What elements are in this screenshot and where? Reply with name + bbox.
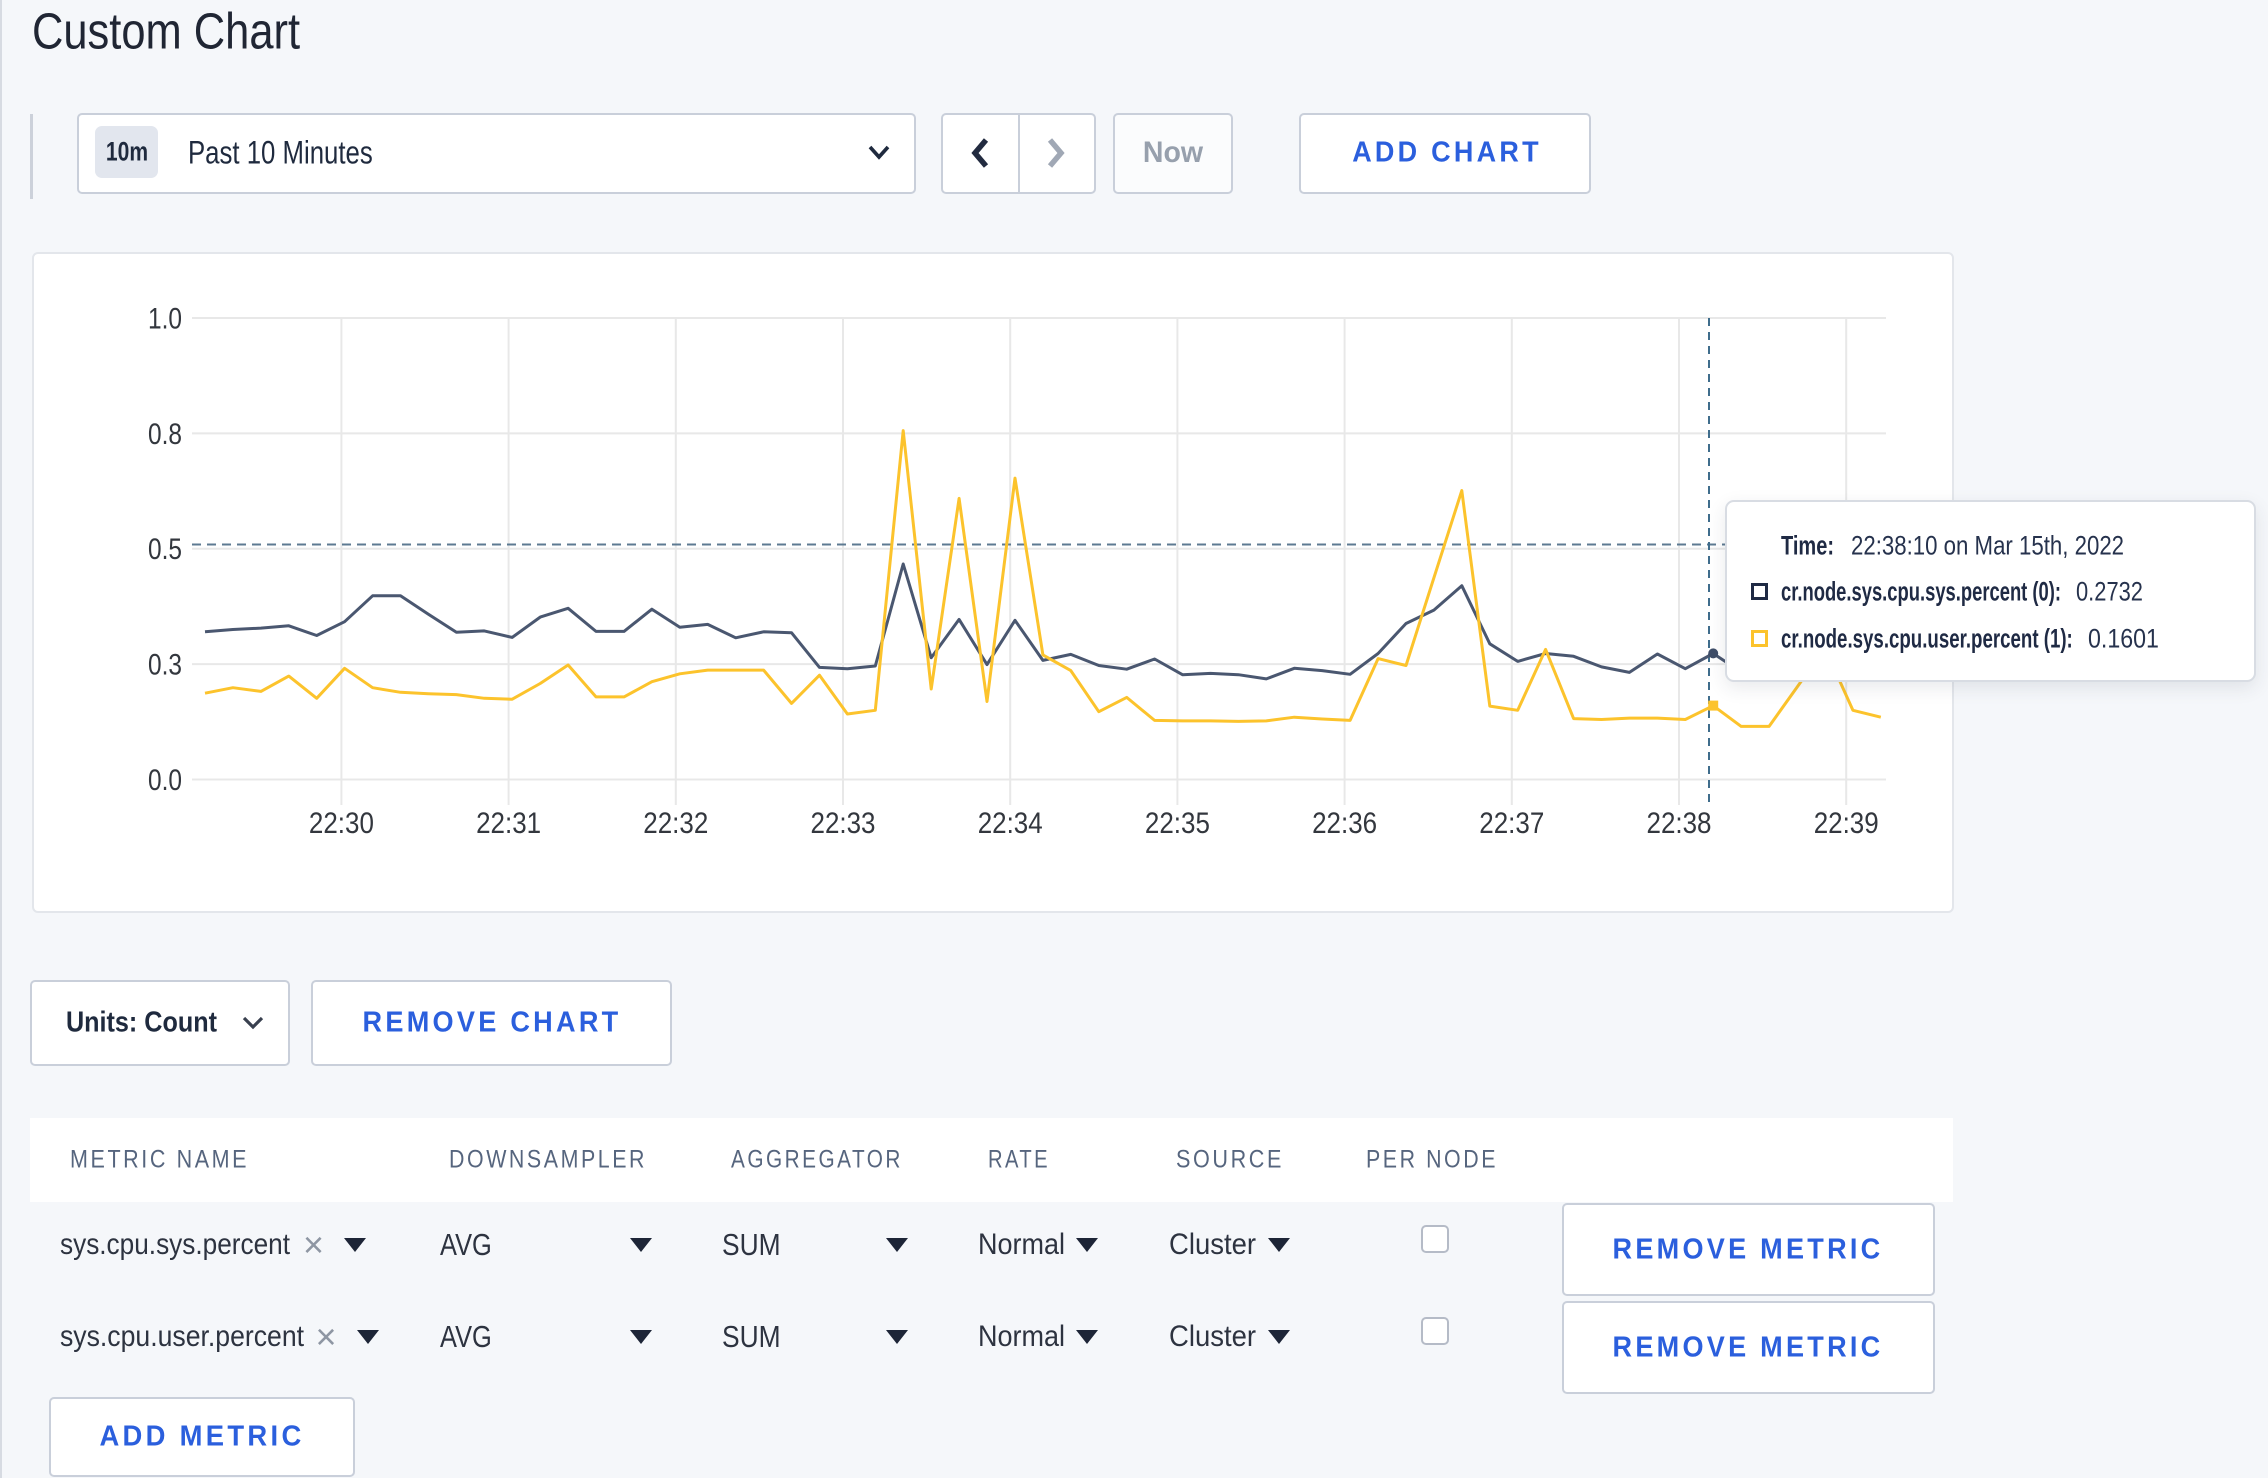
svg-text:0.5: 0.5 (148, 533, 182, 566)
svg-text:0.3: 0.3 (148, 649, 182, 682)
svg-text:22:35: 22:35 (1145, 807, 1210, 840)
svg-text:22:31: 22:31 (476, 807, 541, 840)
svg-text:22:39: 22:39 (1814, 807, 1879, 840)
svg-text:1.0: 1.0 (148, 303, 182, 336)
svg-text:22:33: 22:33 (811, 807, 876, 840)
svg-text:22:38: 22:38 (1647, 807, 1712, 840)
svg-text:22:34: 22:34 (978, 807, 1043, 840)
svg-text:22:37: 22:37 (1479, 807, 1544, 840)
svg-text:0.0: 0.0 (148, 764, 182, 797)
svg-text:22:36: 22:36 (1312, 807, 1377, 840)
svg-text:0.8: 0.8 (148, 418, 182, 451)
svg-text:22:32: 22:32 (643, 807, 708, 840)
svg-text:22:30: 22:30 (309, 807, 374, 840)
